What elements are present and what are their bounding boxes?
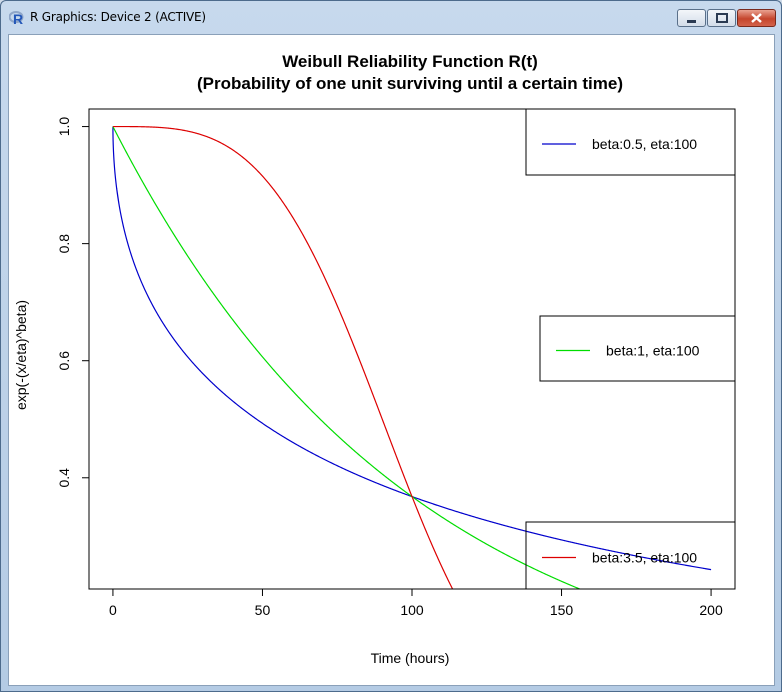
svg-text:R: R (13, 11, 23, 27)
y-tick-label: 1.0 (56, 117, 72, 137)
y-tick-label: 0.6 (56, 351, 72, 371)
weibull-chart: Weibull Reliability Function R(t) (Proba… (13, 52, 736, 666)
series-line-3 (112, 125, 454, 589)
x-tick-label: 200 (699, 602, 723, 618)
legend-2: beta:1, eta:100 (539, 315, 736, 382)
x-tick-label: 50 (255, 602, 271, 618)
graphics-canvas: Weibull Reliability Function R(t) (Proba… (8, 34, 775, 686)
legend-1: beta:0.5, eta:100 (525, 108, 736, 176)
legend-label: beta:1, eta:100 (606, 343, 700, 359)
legend-label: beta:0.5, eta:100 (592, 136, 697, 152)
r-logo-icon: R (9, 11, 24, 27)
x-tick-label: 150 (550, 602, 574, 618)
y-axis-label: exp(-(x/eta)^beta) (13, 300, 29, 410)
chart-title-line2: (Probability of one unit surviving until… (197, 74, 623, 93)
window-title: R Graphics: Device 2 (ACTIVE) (30, 10, 206, 24)
close-button[interactable] (737, 9, 776, 27)
x-tick-label: 0 (109, 602, 117, 618)
plot-frame (88, 108, 736, 590)
legend-label: beta:3.5, eta:100 (592, 550, 697, 566)
chart-title-line1: Weibull Reliability Function R(t) (282, 52, 538, 71)
minimize-icon (687, 20, 696, 23)
x-axis-label: Time (hours) (371, 650, 450, 666)
series-line-1 (112, 126, 712, 571)
title-bar[interactable]: R R Graphics: Device 2 (ACTIVE) (1, 1, 781, 35)
close-icon (751, 13, 762, 23)
x-tick-label: 100 (400, 602, 424, 618)
y-tick-label: 0.4 (56, 468, 72, 488)
maximize-icon (716, 13, 728, 23)
maximize-button[interactable] (707, 9, 736, 27)
minimize-button[interactable] (677, 9, 706, 27)
y-tick-label: 0.8 (56, 234, 72, 254)
